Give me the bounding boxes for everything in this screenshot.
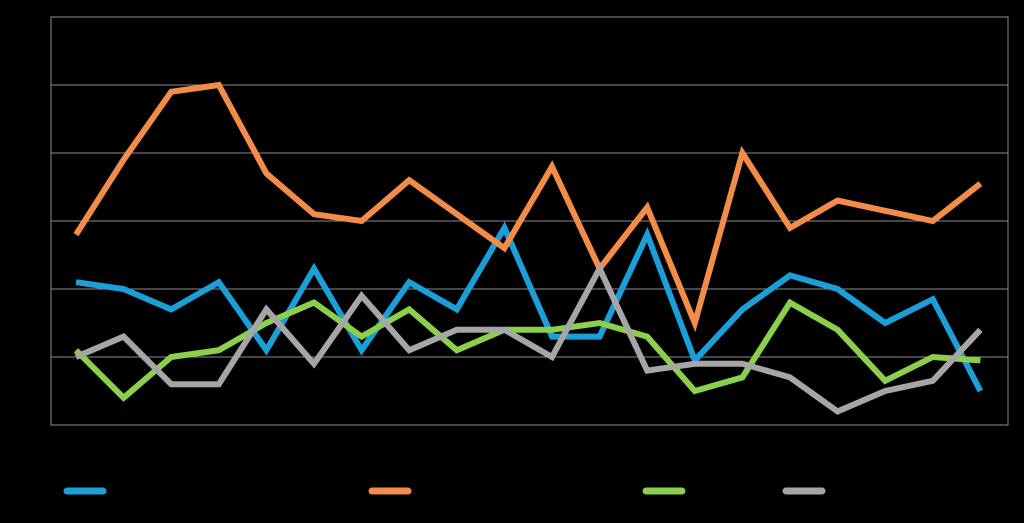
grid — [50, 16, 1009, 426]
series-line-1 — [75, 221, 984, 393]
series-lines — [73, 81, 984, 415]
series-line-3 — [73, 298, 981, 402]
series-line-2 — [73, 81, 983, 333]
series-line-4 — [74, 261, 983, 415]
